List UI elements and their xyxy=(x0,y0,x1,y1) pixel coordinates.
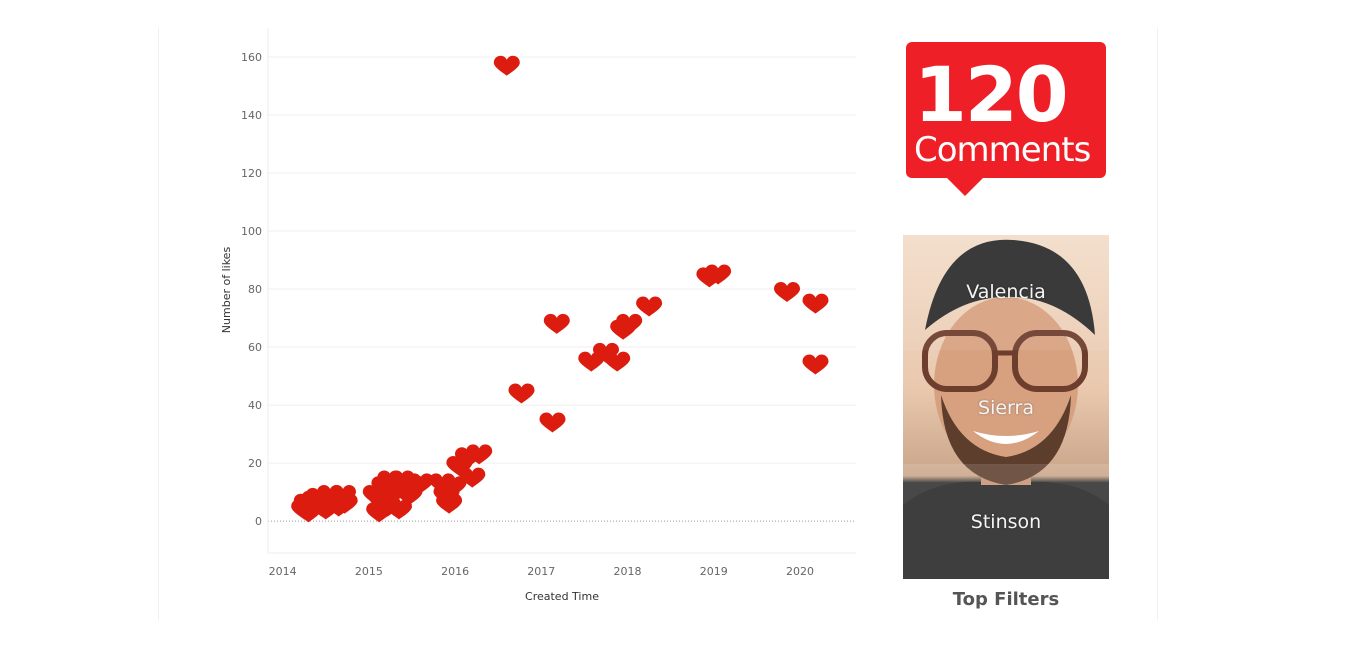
heart-marker-icon xyxy=(508,383,535,404)
y-tick-label: 40 xyxy=(248,399,262,412)
comments-label: Comments xyxy=(914,130,1091,170)
y-tick-label: 100 xyxy=(241,225,262,238)
portrait-illustration xyxy=(903,239,1109,579)
heart-marker-icon xyxy=(543,313,570,334)
y-tick-label: 20 xyxy=(248,457,262,470)
dashboard-frame xyxy=(158,28,1158,620)
y-tick-label: 140 xyxy=(241,109,262,122)
x-tick-label: 2018 xyxy=(614,565,642,578)
heart-marker-icon xyxy=(459,467,486,488)
x-tick-label: 2019 xyxy=(700,565,728,578)
y-tick-label: 80 xyxy=(248,283,262,296)
heart-marker-icon xyxy=(436,493,463,514)
x-tick-label: 2015 xyxy=(355,565,383,578)
y-tick-label: 60 xyxy=(248,341,262,354)
heart-marker-icon xyxy=(802,354,829,375)
filter-band-3 xyxy=(903,464,1109,579)
y-axis-title: Number of likes xyxy=(220,247,233,334)
x-tick-label: 2016 xyxy=(441,565,469,578)
x-tick-label: 2014 xyxy=(269,565,297,578)
comments-count: 120 xyxy=(914,50,1069,139)
profile-photo: Valencia Sierra Stinson xyxy=(903,235,1109,579)
filter-label-stinson: Stinson xyxy=(970,511,1042,533)
likes-scatter-chart: 0 20 40 60 80 100 120 140 160 2014 2015 2016 2017 201… xyxy=(220,28,856,603)
comments-kpi-card: 120 Comments xyxy=(906,42,1106,178)
chart-axes: 0 20 40 60 80 100 120 140 160 2014 2015 2016 2017 201… xyxy=(241,28,856,578)
filter-label-valencia: Valencia xyxy=(966,281,1046,303)
heart-marker-icon xyxy=(604,351,631,372)
heart-marker-icon xyxy=(440,476,467,497)
filter-band-1 xyxy=(903,235,1109,350)
chart-points xyxy=(291,55,829,523)
y-tick-label: 120 xyxy=(241,167,262,180)
top-filters-caption: Top Filters xyxy=(952,589,1060,610)
heart-marker-icon xyxy=(407,473,434,494)
x-tick-label: 2017 xyxy=(527,565,555,578)
kpi-pointer-shape xyxy=(945,176,985,196)
heart-marker-icon xyxy=(636,296,663,317)
heart-marker-icon xyxy=(705,264,732,285)
filter-label-sierra: Sierra xyxy=(978,397,1034,419)
heart-marker-icon xyxy=(539,412,566,433)
heart-marker-icon xyxy=(774,282,800,302)
heart-marker-icon xyxy=(386,499,412,520)
x-axis-title: Created Time xyxy=(525,590,599,603)
y-tick-label: 0 xyxy=(255,515,262,528)
chart-gridlines xyxy=(268,56,856,522)
heart-marker-icon xyxy=(331,493,358,514)
heart-marker-icon xyxy=(802,293,829,314)
heart-marker-icon xyxy=(493,55,520,76)
heart-marker-icon xyxy=(616,313,643,334)
heart-marker-icon xyxy=(466,444,493,465)
x-tick-label: 2020 xyxy=(786,565,814,578)
y-tick-label: 160 xyxy=(241,51,262,64)
